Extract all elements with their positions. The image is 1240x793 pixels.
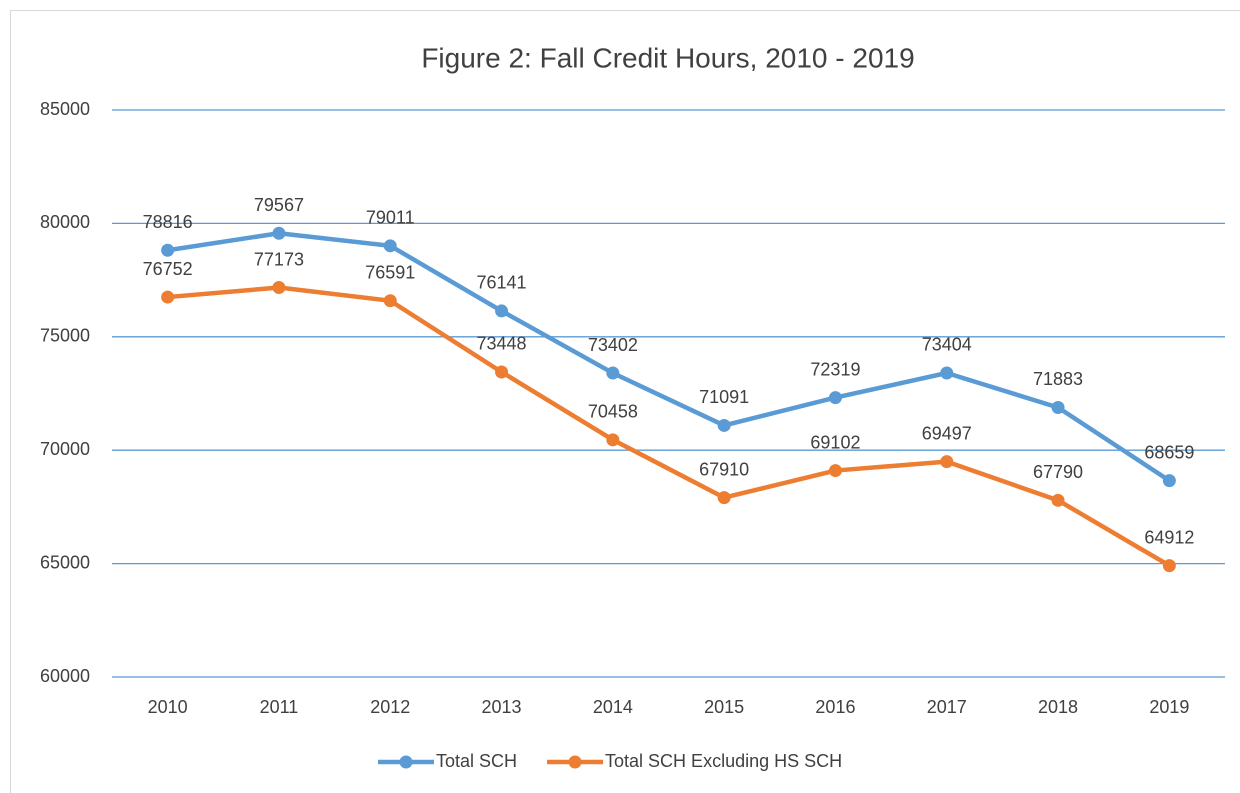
point (717, 491, 731, 505)
point (606, 366, 620, 380)
data-label: 67790 (1033, 462, 1083, 482)
data-label: 79011 (366, 208, 415, 228)
data-label: 76141 (477, 273, 527, 293)
data-label: 64912 (1144, 527, 1194, 547)
y-tick-label: 80000 (40, 212, 90, 232)
point (1051, 493, 1065, 507)
y-tick-label: 60000 (40, 666, 90, 686)
point (1051, 400, 1065, 414)
data-label: 72319 (810, 359, 860, 379)
data-label: 79567 (254, 195, 304, 215)
x-tick-label: 2013 (482, 697, 522, 717)
x-tick-label: 2011 (260, 697, 299, 717)
y-tick-label: 75000 (40, 326, 90, 346)
x-tick-label: 2019 (1149, 697, 1189, 717)
data-label: 76591 (365, 262, 415, 282)
data-label: 76752 (143, 259, 193, 279)
x-tick-label: 2014 (593, 697, 633, 717)
legend-marker (568, 755, 582, 769)
x-tick-label: 2016 (815, 697, 855, 717)
point (495, 304, 509, 318)
point (606, 433, 620, 447)
chart-title: Figure 2: Fall Credit Hours, 2010 - 2019 (421, 42, 914, 73)
point (717, 418, 731, 432)
point (940, 455, 954, 469)
legend-label: Total SCH (436, 751, 517, 771)
point (383, 294, 397, 308)
data-label: 68659 (1144, 442, 1194, 462)
point (828, 464, 842, 478)
legend-label: Total SCH Excluding HS SCH (605, 751, 842, 771)
data-label: 67910 (699, 459, 749, 479)
x-tick-label: 2018 (1038, 697, 1078, 717)
x-tick-label: 2010 (148, 697, 188, 717)
legend-marker (399, 755, 413, 769)
series-line (167, 230, 1171, 483)
y-tick-label: 65000 (40, 552, 90, 572)
y-tick-label: 70000 (40, 439, 90, 459)
data-label: 73448 (477, 334, 527, 354)
data-label: 77173 (254, 249, 304, 269)
data-label: 73402 (588, 335, 638, 355)
y-tick-label: 85000 (40, 99, 90, 119)
point (1162, 474, 1176, 488)
data-label: 78816 (143, 212, 193, 232)
point (940, 366, 954, 380)
point (1162, 559, 1176, 573)
data-label: 69102 (810, 432, 860, 452)
point (161, 243, 175, 257)
data-label: 70458 (588, 402, 638, 422)
point (272, 226, 286, 240)
x-tick-label: 2017 (927, 697, 967, 717)
data-label: 71883 (1033, 369, 1083, 389)
point (383, 239, 397, 253)
point (161, 290, 175, 304)
point (828, 391, 842, 405)
point (495, 365, 509, 379)
data-label: 73404 (922, 335, 972, 355)
point (272, 281, 286, 295)
data-label: 71091 (699, 387, 749, 407)
data-label: 69497 (922, 423, 972, 443)
x-tick-label: 2012 (370, 697, 410, 717)
series-line (167, 285, 1171, 568)
x-tick-label: 2015 (704, 697, 744, 717)
